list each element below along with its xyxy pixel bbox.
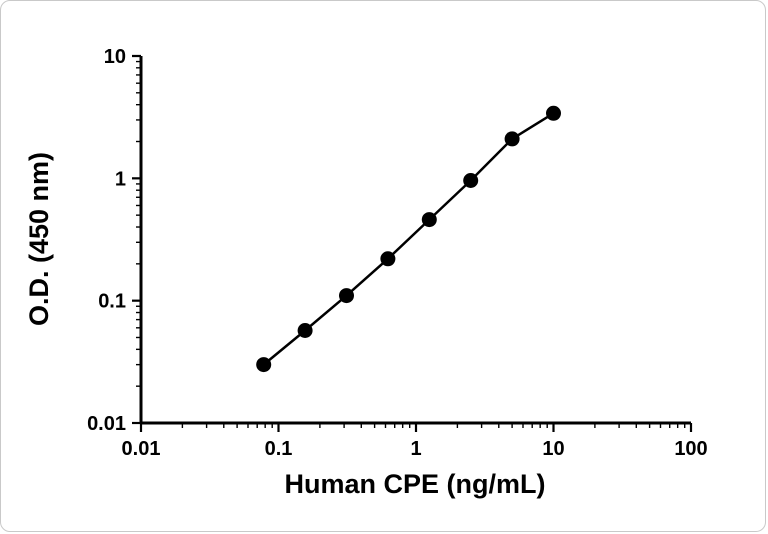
data-point-marker bbox=[339, 288, 354, 304]
x-tick-label: 0.1 bbox=[265, 438, 293, 460]
data-point-marker bbox=[421, 212, 437, 228]
x-tick-label: 10 bbox=[542, 438, 564, 460]
series-line bbox=[262, 112, 555, 366]
data-point-marker bbox=[380, 251, 396, 267]
data-point-marker bbox=[297, 323, 313, 338]
x-tick-label: 0.01 bbox=[122, 438, 161, 460]
x-tick-label: 100 bbox=[674, 438, 707, 460]
y-tick-label: 1 bbox=[115, 168, 126, 190]
x-axis-title: Human CPE (ng/mL) bbox=[285, 469, 546, 499]
data-point-marker bbox=[546, 105, 561, 121]
data-point-marker bbox=[463, 173, 479, 188]
y-tick-label: 0.01 bbox=[87, 413, 126, 435]
y-tick-label: 0.1 bbox=[98, 291, 126, 313]
data-point-marker bbox=[504, 131, 520, 147]
data-point-marker bbox=[256, 357, 272, 373]
y-tick-label: 10 bbox=[104, 46, 126, 68]
x-tick-label: 1 bbox=[410, 438, 421, 460]
y-axis-title: O.D. (450 nm) bbox=[24, 152, 54, 326]
